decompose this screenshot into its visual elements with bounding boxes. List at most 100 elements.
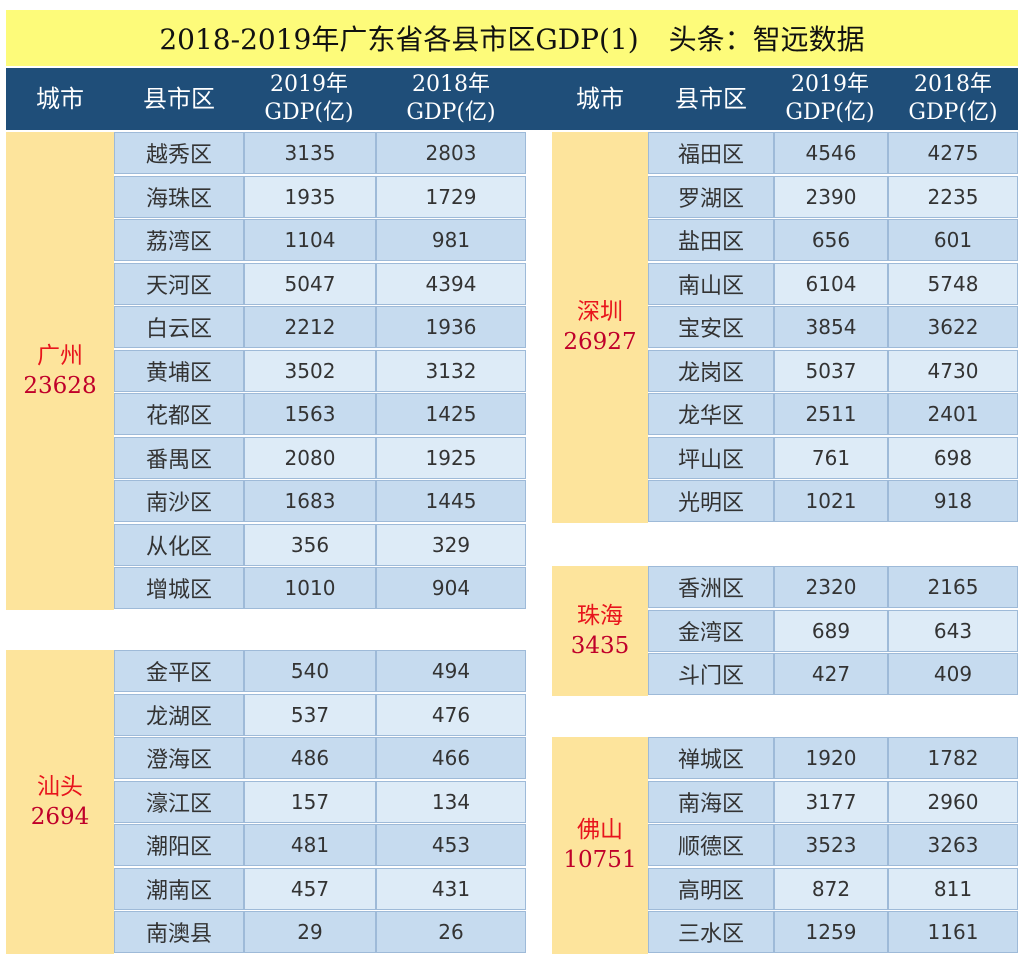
gdp-2018-value: 2803 bbox=[376, 132, 526, 174]
gdp-2019-value: 2511 bbox=[774, 393, 888, 435]
header-district-left: 县市区 bbox=[143, 84, 215, 113]
district-name: 禅城区 bbox=[648, 737, 774, 779]
gdp-2018-value: 5748 bbox=[888, 262, 1018, 305]
gdp-2019-value: 1104 bbox=[244, 219, 376, 261]
district-name: 顺德区 bbox=[648, 824, 774, 866]
district-name: 黄埔区 bbox=[114, 349, 244, 392]
gdp-2018-value: 494 bbox=[376, 650, 526, 692]
gdp-2018-value: 4275 bbox=[888, 132, 1018, 174]
gdp-2018-value: 1445 bbox=[376, 480, 526, 522]
gdp-2019-value: 157 bbox=[244, 780, 376, 823]
gdp-2018-value: 4730 bbox=[888, 349, 1018, 392]
gdp-2018-value: 3622 bbox=[888, 306, 1018, 348]
district-name: 坪山区 bbox=[648, 436, 774, 479]
table-header-bar bbox=[6, 68, 1018, 130]
gdp-2018-value: 1925 bbox=[376, 436, 526, 479]
city-cell: 深圳 26927 bbox=[552, 132, 648, 523]
header-2018-right: 2018年 GDP(亿) bbox=[908, 72, 998, 125]
city-name: 广州 bbox=[37, 342, 83, 369]
city-total-gdp: 26927 bbox=[563, 329, 637, 356]
header-city-right: 城市 bbox=[576, 84, 624, 113]
gdp-2019-value: 761 bbox=[774, 436, 888, 479]
gdp-2019-value: 2080 bbox=[244, 436, 376, 479]
city-name: 深圳 bbox=[577, 299, 623, 326]
gdp-2019-value: 2320 bbox=[774, 566, 888, 608]
district-name: 澄海区 bbox=[114, 737, 244, 779]
city-cell: 珠海 3435 bbox=[552, 566, 648, 696]
district-name: 潮阳区 bbox=[114, 824, 244, 866]
district-name: 三水区 bbox=[648, 911, 774, 953]
gdp-2019-value: 486 bbox=[244, 737, 376, 779]
gdp-2019-value: 3502 bbox=[244, 349, 376, 392]
gdp-2018-value: 4394 bbox=[376, 262, 526, 305]
district-name: 越秀区 bbox=[114, 132, 244, 174]
gdp-2019-value: 2212 bbox=[244, 306, 376, 348]
city-cell: 广州 23628 bbox=[6, 132, 114, 610]
gdp-2018-value: 431 bbox=[376, 867, 526, 910]
district-name: 龙岗区 bbox=[648, 349, 774, 392]
gdp-2018-value: 26 bbox=[376, 911, 526, 953]
gdp-2018-value: 3263 bbox=[888, 824, 1018, 866]
district-name: 南海区 bbox=[648, 780, 774, 823]
gdp-2018-value: 409 bbox=[888, 653, 1018, 695]
city-cell: 佛山 10751 bbox=[552, 737, 648, 954]
district-name: 潮南区 bbox=[114, 867, 244, 910]
gdp-2018-value: 2235 bbox=[888, 175, 1018, 218]
gdp-2018-value: 1425 bbox=[376, 393, 526, 435]
gdp-2019-value: 3135 bbox=[244, 132, 376, 174]
district-name: 龙湖区 bbox=[114, 693, 244, 736]
district-name: 增城区 bbox=[114, 567, 244, 609]
district-name: 白云区 bbox=[114, 306, 244, 348]
city-name: 珠海 bbox=[577, 602, 623, 629]
district-name: 光明区 bbox=[648, 480, 774, 522]
city-total-gdp: 23628 bbox=[23, 372, 97, 399]
city-total-gdp: 2694 bbox=[30, 803, 90, 830]
gdp-2019-value: 1010 bbox=[244, 567, 376, 609]
gdp-2018-value: 1161 bbox=[888, 911, 1018, 953]
district-name: 濠江区 bbox=[114, 780, 244, 823]
district-name: 福田区 bbox=[648, 132, 774, 174]
district-name: 南沙区 bbox=[114, 480, 244, 522]
district-name: 宝安区 bbox=[648, 306, 774, 348]
district-name: 南澳县 bbox=[114, 911, 244, 953]
gdp-2019-value: 356 bbox=[244, 523, 376, 566]
title-main: 2018-2019年广东省各县市区GDP(1) bbox=[159, 23, 639, 56]
gdp-2018-value: 643 bbox=[888, 609, 1018, 652]
city-name: 佛山 bbox=[577, 817, 623, 844]
district-name: 金湾区 bbox=[648, 609, 774, 652]
gdp-2018-value: 811 bbox=[888, 867, 1018, 910]
gdp-2019-value: 4546 bbox=[774, 132, 888, 174]
gdp-2019-value: 481 bbox=[244, 824, 376, 866]
gdp-2019-value: 29 bbox=[244, 911, 376, 953]
gdp-2018-value: 453 bbox=[376, 824, 526, 866]
gdp-2018-value: 2165 bbox=[888, 566, 1018, 608]
gdp-2019-value: 1021 bbox=[774, 480, 888, 522]
gdp-2019-value: 457 bbox=[244, 867, 376, 910]
district-name: 荔湾区 bbox=[114, 219, 244, 261]
gdp-2019-value: 3523 bbox=[774, 824, 888, 866]
gdp-2019-value: 689 bbox=[774, 609, 888, 652]
gdp-2019-value: 1259 bbox=[774, 911, 888, 953]
district-name: 花都区 bbox=[114, 393, 244, 435]
title-source: 头条：智远数据 bbox=[668, 23, 865, 56]
gdp-2018-value: 904 bbox=[376, 567, 526, 609]
gdp-2019-value: 5047 bbox=[244, 262, 376, 305]
gdp-2019-value: 427 bbox=[774, 653, 888, 695]
district-name: 天河区 bbox=[114, 262, 244, 305]
gdp-2018-value: 3132 bbox=[376, 349, 526, 392]
district-name: 盐田区 bbox=[648, 219, 774, 261]
district-name: 高明区 bbox=[648, 867, 774, 910]
gdp-2019-value: 5037 bbox=[774, 349, 888, 392]
gdp-2018-value: 1782 bbox=[888, 737, 1018, 779]
gdp-2018-value: 601 bbox=[888, 219, 1018, 261]
city-name: 汕头 bbox=[37, 773, 83, 800]
gdp-2018-value: 134 bbox=[376, 780, 526, 823]
gdp-2019-value: 1935 bbox=[244, 175, 376, 218]
gdp-2018-value: 329 bbox=[376, 523, 526, 566]
gdp-2018-value: 1936 bbox=[376, 306, 526, 348]
header-district-right: 县市区 bbox=[675, 84, 747, 113]
gdp-2018-value: 981 bbox=[376, 219, 526, 261]
gdp-2018-value: 466 bbox=[376, 737, 526, 779]
gdp-2019-value: 656 bbox=[774, 219, 888, 261]
gdp-2018-value: 2401 bbox=[888, 393, 1018, 435]
